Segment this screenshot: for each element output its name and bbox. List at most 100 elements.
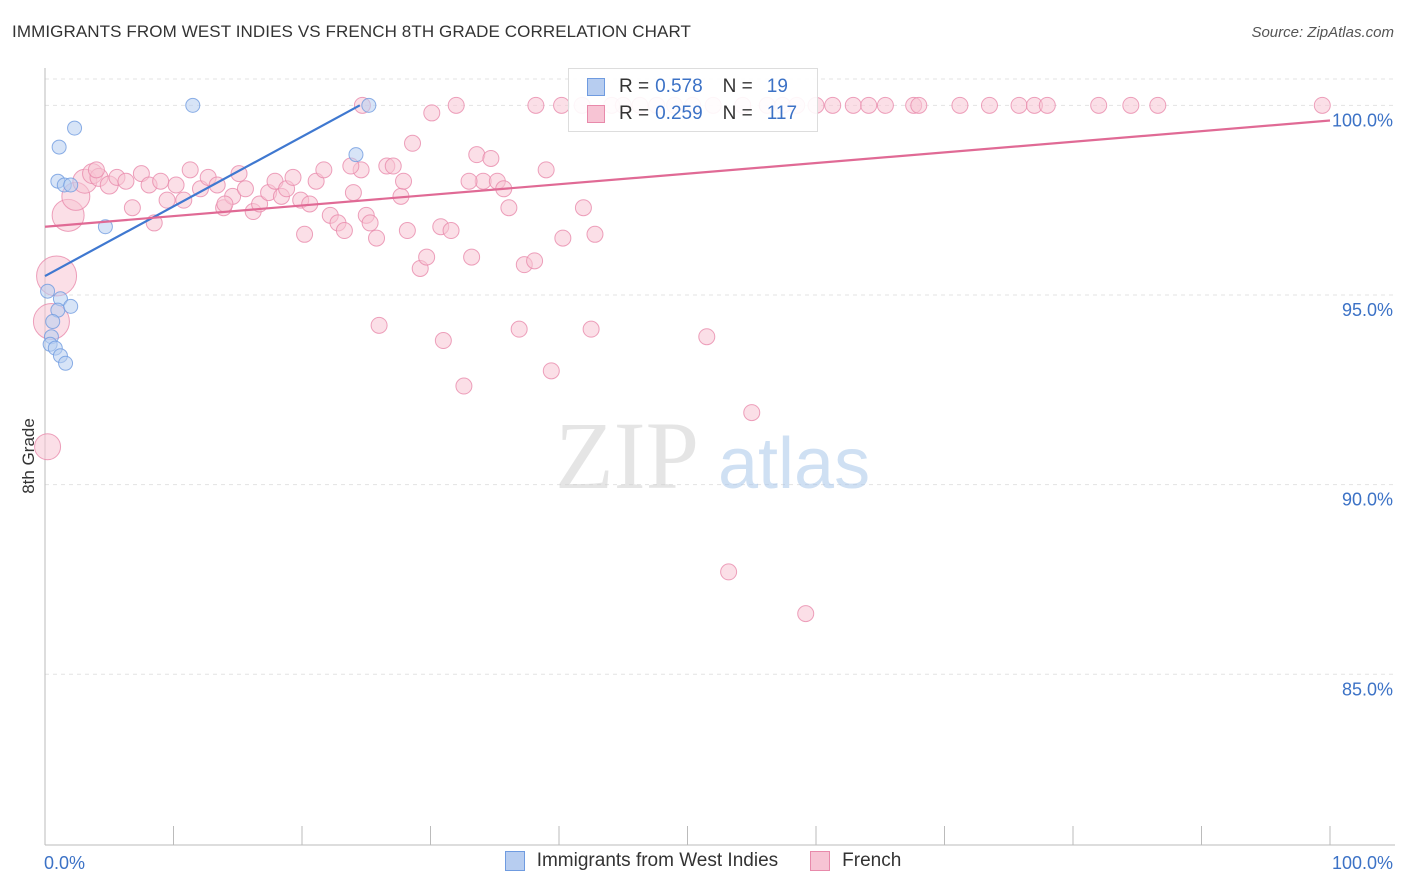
pink-data-point (284, 168, 302, 186)
blue-data-point (40, 283, 56, 299)
pink-data-point (117, 172, 135, 190)
r-label: R = (619, 103, 650, 124)
pink-data-point (876, 96, 894, 114)
pink-data-point (537, 161, 555, 179)
chart-title: IMMIGRANTS FROM WEST INDIES VS FRENCH 8T… (12, 22, 691, 41)
legend-label-french: French (842, 850, 902, 871)
pink-data-point (236, 180, 254, 198)
pink-data-point (395, 172, 413, 190)
pink-data-point (743, 404, 761, 422)
blue-data-point (361, 97, 377, 113)
pink-data-point (542, 362, 560, 380)
pink-data-point (181, 161, 199, 179)
pink-data-point (474, 172, 492, 190)
pink-data-point (315, 161, 333, 179)
pink-data-point (34, 433, 62, 461)
x-tick-label-min: 0.0% (44, 853, 85, 873)
legend-item-west-indies[interactable]: Immigrants from West Indies (504, 850, 779, 872)
pink-data-point (344, 184, 362, 202)
trend-lines (44, 104, 1331, 278)
watermark-atlas: atlas (718, 424, 870, 504)
pink-data-point (797, 605, 815, 623)
pink-data-point (554, 229, 572, 247)
n-label: N = (722, 103, 753, 124)
pink-data-point (167, 176, 185, 194)
pink-data-point (824, 96, 842, 114)
blue-data-point (45, 314, 61, 330)
y-axis-label: 8th Grade (19, 418, 38, 494)
pink-data-point (384, 157, 402, 175)
pink-data-point (586, 225, 604, 243)
pink-data-point (1010, 96, 1028, 114)
pink-data-point (1149, 96, 1167, 114)
pink-data-point (698, 328, 716, 346)
n-value: 117 (766, 103, 798, 124)
pink-data-point (418, 248, 436, 266)
pink-data-point (216, 195, 234, 213)
pink-data-point (526, 252, 544, 270)
y-tick-label: 100.0% (1332, 110, 1393, 130)
watermark: ZIP atlas (555, 402, 870, 509)
n-label: N = (722, 76, 753, 97)
blue-data-point (97, 219, 113, 235)
pink-data-point (510, 320, 528, 338)
pink-data-point (152, 172, 170, 190)
pink-data-point (1090, 96, 1108, 114)
pink-data-point (368, 229, 386, 247)
correlation-stats-box: R = 0.578 N = 19 R = 0.259 N = 117 (568, 68, 818, 132)
pink-data-point (361, 214, 379, 232)
pink-data-point (463, 248, 481, 266)
pink-data-point (482, 149, 500, 167)
watermark-zip: ZIP (555, 402, 699, 509)
blue-data-point (58, 355, 74, 371)
pink-data-point (455, 377, 473, 395)
n-value: 19 (766, 76, 788, 97)
stats-row-blue: R = 0.578 N = 19 (587, 74, 788, 100)
blue-data-point (185, 97, 201, 113)
pink-data-point (980, 96, 998, 114)
blue-swatch-icon (587, 78, 605, 96)
y-tick-label: 90.0% (1342, 490, 1393, 510)
pink-data-point (468, 146, 486, 164)
pink-swatch-icon (810, 851, 831, 871)
pink-data-point (1313, 96, 1331, 114)
pink-data-point (296, 225, 314, 243)
grid-layer (45, 78, 1395, 675)
r-value: 0.578 (655, 76, 703, 97)
pink-data-point (720, 563, 738, 581)
pink-data-point (574, 199, 592, 217)
blue-data-point (51, 139, 67, 155)
blue-data-point (63, 298, 79, 314)
pink-data-point (500, 199, 518, 217)
pink-trend-line (44, 119, 1331, 228)
pink-data-point (527, 96, 545, 114)
pink-data-point (582, 320, 600, 338)
blue-data-point (63, 177, 79, 193)
pink-data-point (1122, 96, 1140, 114)
blue-data-point (67, 120, 83, 136)
pink-data-point (123, 199, 141, 217)
chart-legend: Immigrants from West Indies French (0, 850, 1406, 872)
y-tick-label: 95.0% (1342, 300, 1393, 320)
west-indies-points (40, 97, 377, 371)
source-label: Source: ZipAtlas.com (1251, 24, 1394, 41)
pink-data-point (370, 316, 388, 334)
pink-data-point (434, 332, 452, 350)
pink-data-point (335, 222, 353, 240)
legend-item-french[interactable]: French (810, 850, 901, 872)
pink-data-point (158, 191, 176, 209)
legend-label-west-indies: Immigrants from West Indies (536, 850, 779, 871)
pink-data-point (442, 222, 460, 240)
stats-row-pink: R = 0.259 N = 117 (587, 101, 797, 127)
pink-data-point (460, 172, 478, 190)
pink-swatch-icon (587, 105, 605, 123)
pink-data-point (423, 104, 441, 122)
pink-data-point (87, 161, 105, 179)
blue-trend-line (44, 104, 361, 278)
pink-data-point (1038, 96, 1056, 114)
pink-data-point (404, 134, 422, 152)
y-tick-label: 85.0% (1342, 679, 1393, 699)
pink-data-point (910, 96, 928, 114)
blue-swatch-icon (504, 851, 525, 871)
